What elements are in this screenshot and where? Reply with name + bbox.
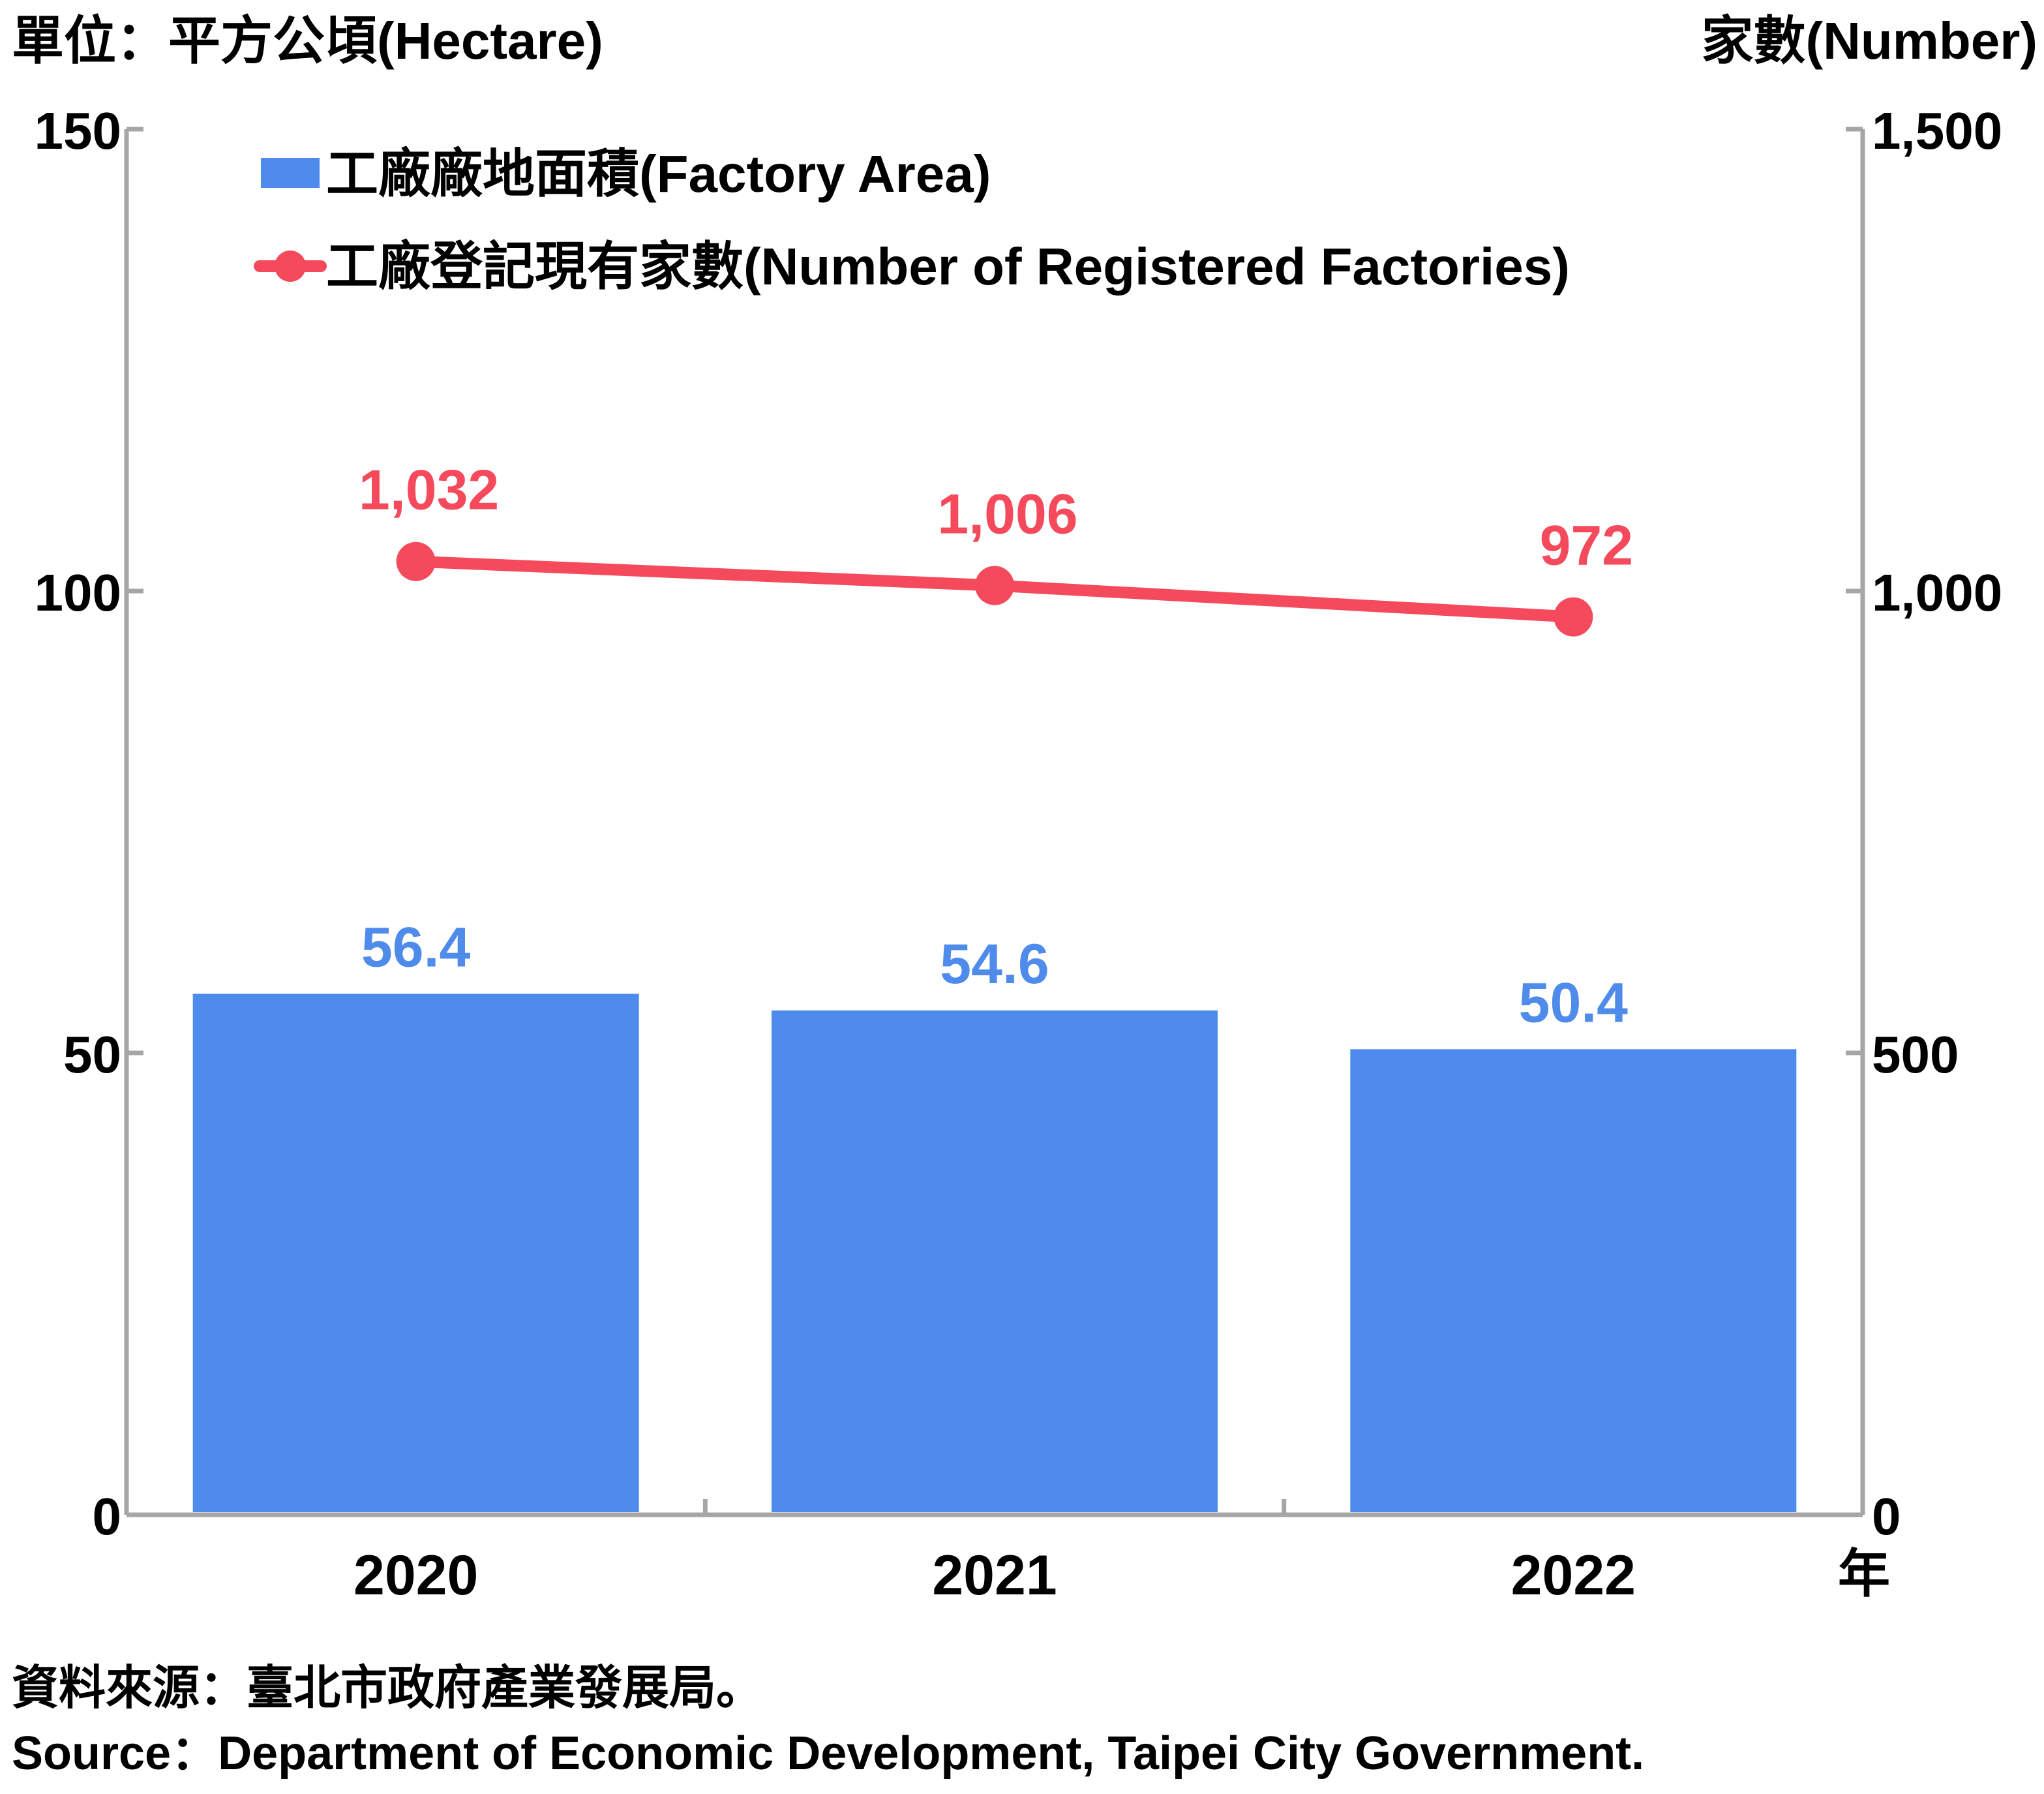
right-tick-label: 1,000	[1872, 564, 2002, 622]
bar-series: 56.4 54.6 50.4	[192, 916, 1797, 1512]
bar	[192, 994, 639, 1512]
legend-label-bar: 工廠廠地面積(Factory Area)	[326, 145, 991, 203]
line-point	[396, 541, 436, 581]
bar	[1350, 1049, 1797, 1512]
line-value-label: 972	[1540, 515, 1634, 577]
source-en: Source：Department of Economic Developmen…	[12, 1727, 1644, 1780]
line-series: 1,032 1,006 972	[359, 459, 1633, 637]
legend: 工廠廠地面積(Factory Area) 工廠登記現有家數(Number of …	[254, 145, 1570, 296]
line-point	[975, 566, 1014, 605]
left-unit-label: 單位：平方公頃(Hectare)	[12, 12, 603, 70]
left-tick-label: 50	[63, 1026, 121, 1084]
x-tick-label: 2021	[932, 1544, 1057, 1607]
left-tick-label: 100	[35, 564, 121, 622]
bar-value-label: 54.6	[940, 933, 1049, 996]
legend-swatch-bar	[261, 158, 320, 188]
line-value-label: 1,032	[359, 459, 499, 522]
line-point	[1554, 597, 1593, 637]
bar	[772, 1010, 1218, 1512]
legend-label-line: 工廠登記現有家數(Number of Registered Factories)	[326, 237, 1570, 296]
right-tick-label: 500	[1872, 1026, 1959, 1084]
x-unit-label: 年	[1838, 1545, 1890, 1603]
left-tick-label: 0	[93, 1487, 122, 1545]
line-value-label: 1,006	[937, 483, 1077, 546]
source-zh: 資料來源：臺北市政府產業發展局。	[12, 1662, 763, 1714]
x-tick-label: 2020	[353, 1544, 478, 1607]
left-tick-label: 150	[35, 102, 121, 160]
axes: 0 50 100 150 0 500 1,000 1,500 2020 2021 2022 年	[35, 102, 2003, 1607]
bar-value-label: 56.4	[361, 916, 471, 979]
right-tick-label: 0	[1872, 1487, 1901, 1545]
legend-swatch-marker	[275, 251, 306, 282]
right-tick-label: 1,500	[1872, 102, 2002, 160]
right-unit-label: 家數(Number)	[1701, 12, 2037, 70]
x-tick-label: 2022	[1511, 1544, 1636, 1607]
bar-value-label: 50.4	[1519, 971, 1629, 1034]
